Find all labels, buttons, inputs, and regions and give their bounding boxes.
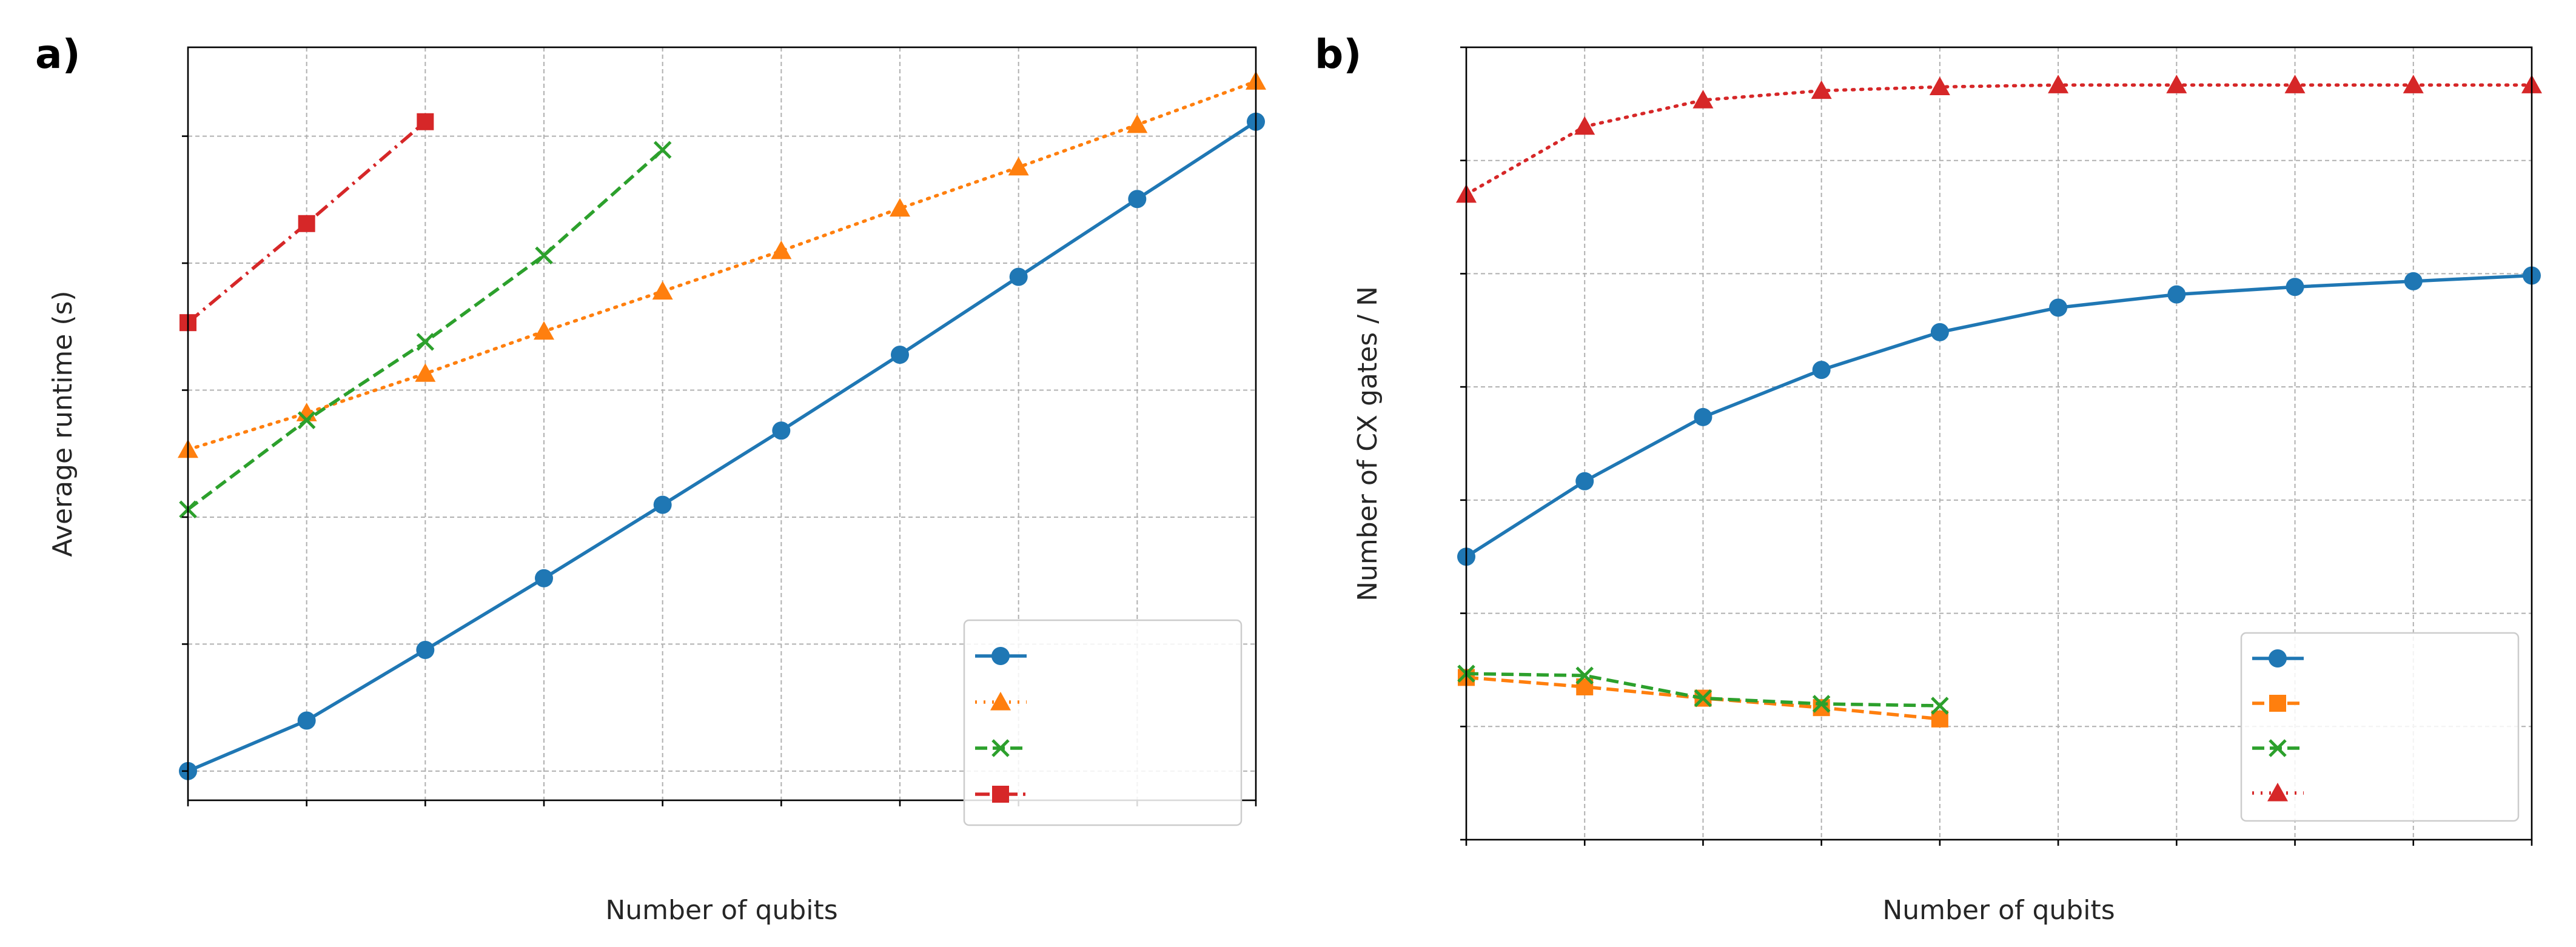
panel-b-y-axis-title: Number of CX gates / N [1352, 286, 1383, 601]
panel-b-series-aa-vqc-point [1694, 689, 1712, 708]
panel-b-series-aa-vqc-point-stroke-b [1694, 689, 1712, 708]
panel-a-series-ucg-point [415, 363, 436, 382]
panel-a-series-isa-point [535, 569, 553, 587]
panel-b-series-ucg-line [1464, 83, 2534, 196]
panel-b-series-aa-vqc-point-stroke-b [1931, 697, 1949, 715]
panel-b-series-ucg-point [1811, 80, 1832, 99]
panel-a-series-ucg-point [890, 198, 910, 217]
panel-b-series-isa-point [1575, 472, 1594, 490]
panel-b-series-adapt-vqe-point [1813, 699, 1830, 717]
panel-a-x-axis-title: Number of qubits [605, 895, 837, 926]
panel-a-series-ucg-point [534, 321, 554, 340]
panel-a-series-isa-point [891, 346, 909, 364]
panel-a-series-aa-vqc-point-stroke-b [535, 246, 553, 265]
panel-b-series-aa-vqc-point [1931, 697, 1949, 715]
panel-b-legend-entry-aa-vqc [2252, 739, 2304, 757]
panel-b-legend-entry-isa [2252, 649, 2304, 668]
panel-a-series-aa-vqc-point [535, 246, 553, 265]
panel-a-legend-aa-vqc-marker-stroke-b [991, 739, 1010, 757]
panel-b-legend-entry-adapt-vqe [2252, 695, 2304, 712]
panel-a-label: a) [35, 31, 81, 78]
panel-a-series-adapt-vqe-point [298, 215, 315, 232]
panel-b-series-ucg-point [1692, 90, 1714, 109]
panel-a-series-isa-point [653, 495, 672, 514]
panel-b-legend [2240, 632, 2520, 822]
panel-b-legend-entry-ucg [2252, 783, 2304, 801]
panel-a-legend-aa-vqc-marker [991, 739, 1010, 757]
panel-a-series-aa-vqc-point-stroke-b [297, 411, 316, 429]
panel-b-ticks [1460, 46, 2533, 846]
panel-b-series-isa-point [2404, 272, 2423, 290]
panel-b-series-isa-point [2049, 298, 2068, 317]
panel-a-series-isa-point [772, 421, 791, 440]
panel-a-series-aa-vqc-point [653, 141, 672, 159]
panel-a-legend-isa-marker [991, 647, 1010, 665]
panel-b-series-ucg [1456, 75, 2542, 203]
panel-b-legend-box [2240, 632, 2520, 822]
panel-b-legend-aa-vqc-marker [2269, 739, 2287, 757]
panel-a-legend [963, 619, 1243, 826]
panel-b-series-aa-vqc-point [1575, 666, 1594, 685]
panel-b-cx-gates-chart: b) Number of qubits Number of CX gates /… [1315, 31, 2542, 926]
panel-b-label: b) [1315, 31, 1361, 78]
panel-b-series-ucg-point [2284, 75, 2306, 93]
panel-b-series-aa-vqc-point-stroke-b [1575, 666, 1594, 685]
panel-b-series-isa-point [2286, 278, 2304, 296]
panel-b-series-isa-line [1465, 273, 2532, 558]
panel-a-series-ucg-point [1008, 156, 1029, 176]
panel-a-series-ucg-point [771, 240, 792, 259]
panel-a-series-isa-point [416, 640, 435, 659]
panel-b-series [1456, 75, 2542, 728]
panel-b-series-aa-vqc [1457, 664, 1949, 715]
panel-a-series-aa-vqc-point-stroke-b [416, 333, 435, 351]
panel-a-series-isa-point [1009, 267, 1028, 286]
panel-b-legend-adapt-vqe-marker [2269, 695, 2286, 712]
panel-a-series-isa-line [187, 120, 1257, 773]
panel-b-series-ucg-point [2403, 75, 2424, 93]
panel-a-series-aa-vqc [179, 141, 672, 518]
panel-a-series-ucg-line [186, 79, 1258, 452]
panel-b-series-aa-vqc-point-stroke-b [1812, 695, 1831, 713]
panel-b-series-ucg-point [1574, 116, 1595, 135]
panel-a-series-isa-point [1128, 190, 1147, 209]
panel-b-series-isa [1457, 266, 2541, 566]
panel-a-legend-box [963, 619, 1243, 826]
panel-b-series-ucg-point [2166, 75, 2187, 93]
panel-a-legend-entry-aa-vqc [975, 739, 1027, 757]
panel-b-legend-ucg-marker [2267, 783, 2288, 801]
panel-b-series-isa-point [1812, 361, 1831, 380]
panel-b-series-isa-point [1930, 323, 1949, 341]
panel-a-legend-entry-adapt-vqe [975, 786, 1027, 803]
panel-b-series-ucg-point [1929, 76, 1950, 95]
panel-a-series-aa-vqc-point [297, 411, 316, 429]
panel-a-axes-frame [187, 46, 1257, 801]
panel-b-x-axis-title: Number of qubits [1882, 895, 2115, 926]
panel-b-series-ucg-point [2048, 75, 2069, 93]
panel-a-series-ucg-point [1127, 114, 1148, 133]
panel-a-legend-entry-isa [975, 647, 1027, 665]
panel-a-legend-ucg-marker [990, 692, 1011, 711]
panel-b-series-isa-point [2167, 285, 2186, 304]
panel-a-series-isa-point [297, 711, 316, 730]
panel-b-legend-isa-marker [2269, 649, 2287, 668]
panel-a-series-adapt-vqe-line [187, 120, 427, 324]
panel-a-series-ucg [178, 71, 1266, 458]
panel-a-legend-adapt-vqe-marker [992, 786, 1009, 803]
panel-a-series-aa-vqc-point-stroke-b [653, 141, 672, 159]
panel-a-legend-entry-ucg [975, 692, 1027, 711]
panel-a-y-axis-title: Average runtime (s) [47, 290, 78, 557]
panel-a-series-aa-vqc-point [416, 333, 435, 351]
panel-a-runtime-chart: a) Number of qubits Average runtime (s) [35, 31, 1266, 926]
panel-b-legend-aa-vqc-marker-stroke-b [2269, 739, 2287, 757]
panel-b-series-aa-vqc-point [1812, 695, 1831, 713]
panel-a-series-ucg-point [652, 281, 673, 300]
panel-b-axes-frame [1465, 46, 2533, 841]
panel-a-series-adapt-vqe-point [417, 113, 434, 130]
panel-b-series-isa-point [1694, 407, 1712, 426]
